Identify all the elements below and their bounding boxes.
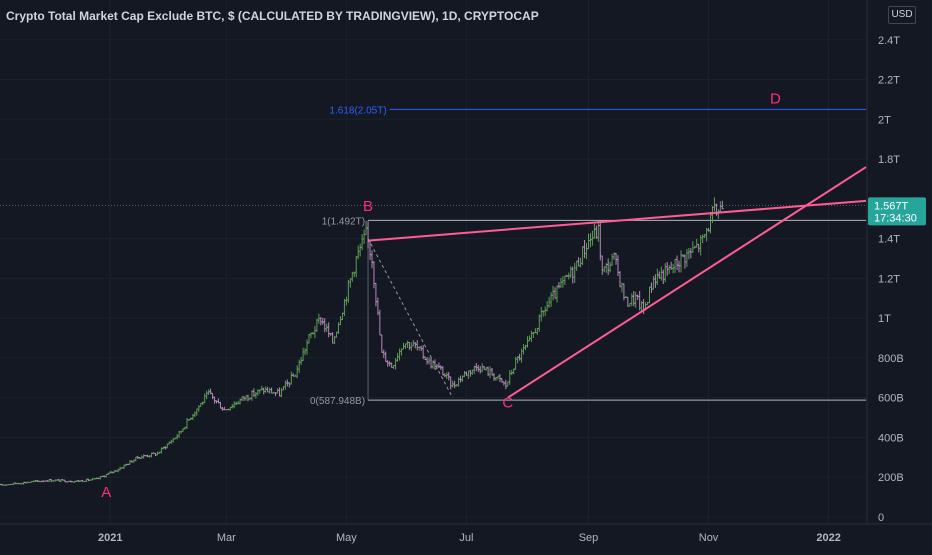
time-tick-label: Jul xyxy=(459,532,473,544)
time-tick-label: Mar xyxy=(217,532,236,544)
currency-button[interactable]: USD xyxy=(888,6,916,24)
price-tick-label: 2T xyxy=(878,114,891,126)
wave-label-c: C xyxy=(502,395,513,412)
price-tick-label: 1.8T xyxy=(878,154,900,166)
wave-labels: A B C D xyxy=(101,90,781,501)
last-price-value: 1.567T xyxy=(874,200,909,212)
wave-label-b: B xyxy=(363,198,373,215)
trend-line[interactable] xyxy=(507,166,867,399)
grid-layer xyxy=(0,0,866,524)
wave-label-d: D xyxy=(770,90,781,107)
trend-line[interactable] xyxy=(367,199,867,242)
price-tick-label: 1T xyxy=(878,313,891,325)
chart-title: Crypto Total Market Cap Exclude BTC, $ (… xyxy=(6,9,539,23)
price-tick-label: 2.4T xyxy=(878,35,900,47)
time-axis[interactable]: 2021 Mar May Jul Sep Nov 2022 xyxy=(98,532,841,544)
price-tick-label: 400B xyxy=(878,432,904,444)
fib-level-label: 1(1.492T) xyxy=(322,216,365,227)
last-price-badge-bg xyxy=(868,197,926,226)
time-tick-label: Sep xyxy=(579,532,599,544)
time-tick-label: May xyxy=(336,532,357,544)
ohlc-bars xyxy=(0,197,724,486)
price-axis[interactable]: 0 200B 400B 600B 800B 1T 1.2T 1.4T 1.8T 2T 2.2T 2.4… xyxy=(878,35,904,524)
fib-level-label: 1.618(2.05T) xyxy=(329,105,386,116)
price-tick-label: 600B xyxy=(878,393,904,405)
time-tick-label: Nov xyxy=(699,532,719,544)
bar-countdown: 17:34:30 xyxy=(874,212,917,224)
price-tick-label: 800B xyxy=(878,353,904,365)
price-tick-label: 0 xyxy=(878,512,884,524)
time-tick-label: 2022 xyxy=(816,532,840,544)
price-tick-label: 1.2T xyxy=(878,273,900,285)
trend-lines[interactable] xyxy=(367,166,867,399)
fib-level-label: 0(587.948B) xyxy=(310,396,365,407)
wave-connector-line[interactable] xyxy=(367,238,454,398)
price-tick-label: 200B xyxy=(878,472,904,484)
wave-label-a: A xyxy=(101,484,111,501)
price-tick-label: 2.2T xyxy=(878,75,900,87)
time-tick-label: 2021 xyxy=(98,532,122,544)
price-tick-label: 1.4T xyxy=(878,234,900,246)
